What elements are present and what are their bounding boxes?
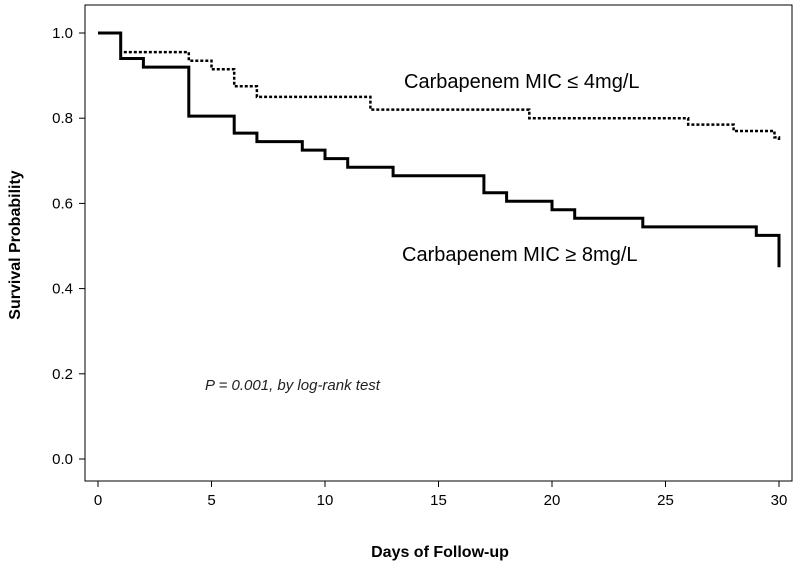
axis-ticks: 0 5 10 15 20 25 30 0.0 0.2 0.4 0.6 0.8 1.0 xyxy=(52,25,787,509)
y-tick-label: 0.8 xyxy=(52,110,73,127)
x-tick-label: 30 xyxy=(771,492,788,509)
y-tick-label: 0.6 xyxy=(52,195,73,212)
x-tick-label: 20 xyxy=(544,492,561,509)
y-axis-title: Survival Probability xyxy=(7,170,24,319)
series-line-mic-le-4 xyxy=(98,31,781,142)
survival-curves xyxy=(98,31,781,268)
x-axis-title: Days of Follow-up xyxy=(371,544,509,561)
y-tick-label: 0.2 xyxy=(52,366,73,383)
x-tick-label: 25 xyxy=(657,492,674,509)
x-tick-label: 0 xyxy=(94,492,102,509)
y-tick-label: 0.0 xyxy=(52,451,73,468)
series-line-mic-ge-8 xyxy=(98,31,781,268)
series-label-mic-le-4: Carbapenem MIC ≤ 4mg/L xyxy=(404,71,640,93)
x-tick-label: 5 xyxy=(207,492,215,509)
y-tick-label: 1.0 xyxy=(52,25,73,42)
series-label-mic-ge-8: Carbapenem MIC ≥ 8mg/L xyxy=(402,244,638,266)
y-tick-label: 0.4 xyxy=(52,281,73,298)
pvalue-annotation: P = 0.001, by log-rank test xyxy=(205,377,381,394)
x-tick-label: 15 xyxy=(430,492,447,509)
x-tick-label: 10 xyxy=(317,492,334,509)
